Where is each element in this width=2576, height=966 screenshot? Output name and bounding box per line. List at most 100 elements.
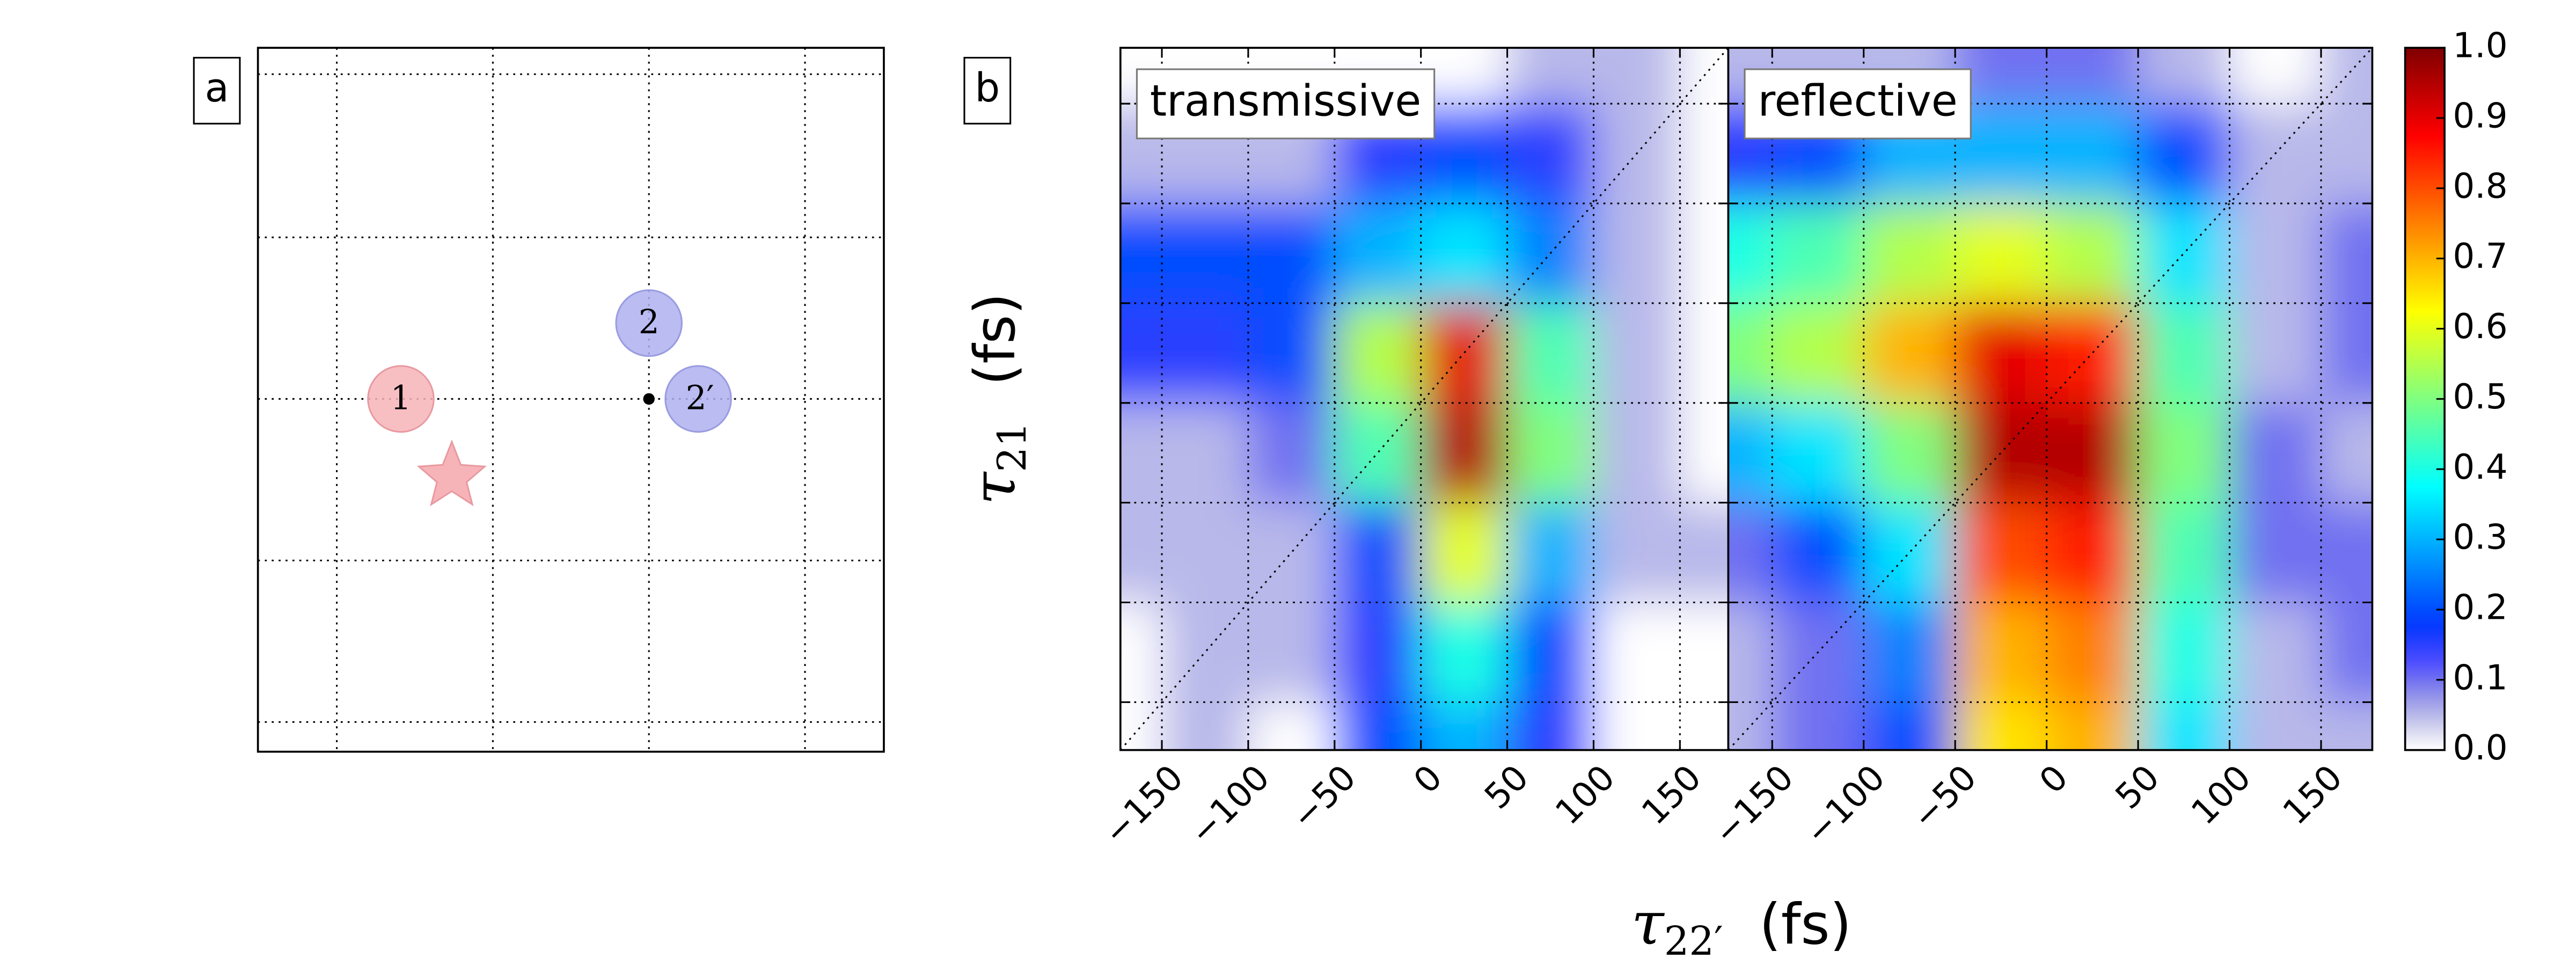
heat-cell bbox=[1728, 402, 1773, 504]
heat-cell bbox=[1593, 602, 1681, 703]
colorbar-tick-label: 1.0 bbox=[2453, 26, 2507, 66]
heat-cell bbox=[1248, 303, 1336, 404]
heat-cell bbox=[1863, 303, 1956, 404]
heat-cell bbox=[1955, 502, 2048, 604]
heat-cell bbox=[1863, 702, 1956, 750]
heat-cell bbox=[1593, 303, 1681, 404]
heat-cell bbox=[2138, 702, 2231, 750]
heat-cell bbox=[2229, 203, 2322, 304]
heat-cell bbox=[1161, 303, 1249, 404]
heat-cell bbox=[1772, 702, 1865, 750]
heat-cell bbox=[1161, 402, 1249, 504]
heat-cell bbox=[1120, 203, 1163, 304]
heat-cell bbox=[1421, 104, 1509, 204]
colorbar-tick-label: 0.4 bbox=[2453, 447, 2507, 487]
heat-cell bbox=[1728, 602, 1773, 703]
heat-cell bbox=[2321, 602, 2373, 703]
heat-cell bbox=[1248, 702, 1336, 750]
heat-cell bbox=[2321, 48, 2373, 105]
colorbar-tick-label: 0.9 bbox=[2453, 96, 2507, 136]
heat-cell bbox=[1728, 203, 1773, 304]
heat-cell bbox=[1593, 702, 1681, 750]
x-tick-label: 150 bbox=[1634, 757, 1709, 832]
heat-cell bbox=[1161, 203, 1249, 304]
heat-cell bbox=[1593, 203, 1681, 304]
heat-cell bbox=[2046, 104, 2139, 204]
heat-cell bbox=[1593, 48, 1681, 105]
x-tick-label: −150 bbox=[1706, 757, 1802, 853]
heat-cell bbox=[1680, 402, 1729, 504]
heat-cell bbox=[1680, 502, 1729, 604]
colorbar-tick-label: 0.5 bbox=[2453, 377, 2507, 417]
unit: (fs) bbox=[1759, 891, 1851, 957]
x-tick-label: −100 bbox=[1182, 757, 1277, 853]
marker-circle bbox=[664, 365, 732, 433]
heat-cell bbox=[1680, 303, 1729, 404]
subscript: 22′ bbox=[1664, 919, 1723, 964]
frame bbox=[1727, 47, 2374, 751]
heat-cell bbox=[2046, 203, 2139, 304]
heat-cell bbox=[1863, 203, 1956, 304]
heatmap-cells bbox=[1728, 48, 2373, 750]
panel-name: reflective bbox=[1758, 76, 1958, 126]
heat-cell bbox=[1507, 402, 1594, 504]
unit: (fs) bbox=[962, 293, 1028, 386]
heat-cell bbox=[1680, 203, 1729, 304]
heat-cell bbox=[1955, 303, 2048, 404]
heat-cell bbox=[1680, 48, 1729, 105]
grid bbox=[258, 48, 884, 752]
heat-cell bbox=[2321, 203, 2373, 304]
heat-cell bbox=[1161, 602, 1249, 703]
center-dot bbox=[643, 393, 655, 405]
heat-cell bbox=[1120, 702, 1163, 750]
heat-cell bbox=[2138, 402, 2231, 504]
panel-name-box bbox=[1744, 68, 1972, 140]
heat-cell bbox=[1161, 702, 1249, 750]
heat-cell bbox=[1507, 48, 1594, 105]
heat-cell bbox=[2046, 602, 2139, 703]
heat-cell bbox=[1680, 602, 1729, 703]
x-tick-label: −50 bbox=[1905, 757, 1985, 837]
heat-cell bbox=[1248, 402, 1336, 504]
colorbar-tick-label: 0.0 bbox=[2453, 728, 2507, 768]
heat-cell bbox=[1334, 203, 1422, 304]
colorbar-tick-label: 0.6 bbox=[2453, 306, 2507, 347]
heat-cell bbox=[1728, 303, 1773, 404]
heat-cell bbox=[1728, 702, 1773, 750]
panel-name-box bbox=[1136, 68, 1436, 140]
heat-cell bbox=[2046, 502, 2139, 604]
heat-cell bbox=[1421, 602, 1509, 703]
x-tick-label: −50 bbox=[1284, 757, 1364, 837]
x-tick-label: 50 bbox=[2108, 757, 2168, 817]
heat-cell bbox=[1120, 602, 1163, 703]
x-tick-label: −150 bbox=[1096, 757, 1191, 853]
heat-cell bbox=[1248, 203, 1336, 304]
marker-label: 2′ bbox=[686, 379, 714, 417]
marker-circle bbox=[367, 365, 435, 433]
y-axis-label: τ21 (fs) bbox=[960, 293, 1035, 505]
heat-cell bbox=[2138, 502, 2231, 604]
x-tick-label: 100 bbox=[1548, 757, 1623, 832]
heat-cell bbox=[2046, 48, 2139, 105]
x-axis-label: τ22′ (fs) bbox=[1631, 889, 1852, 964]
heat-cell bbox=[1728, 502, 1773, 604]
heat-cell bbox=[2229, 502, 2322, 604]
heat-cell bbox=[1334, 502, 1422, 604]
heat-cell bbox=[1421, 203, 1509, 304]
heat-cell bbox=[2321, 104, 2373, 204]
heat-cell bbox=[1772, 502, 1865, 604]
symbol: τ bbox=[1631, 889, 1665, 958]
heat-cell bbox=[1955, 702, 2048, 750]
heat-cell bbox=[1507, 502, 1594, 604]
heat-cell bbox=[2321, 702, 2373, 750]
heat-cell bbox=[1334, 602, 1422, 703]
heat-cell bbox=[1680, 104, 1729, 204]
panel-name: transmissive bbox=[1150, 76, 1421, 126]
heat-cell bbox=[2046, 402, 2139, 504]
heat-cell bbox=[1334, 303, 1422, 404]
panel-a: 1 2 2′ a bbox=[193, 47, 885, 753]
panel-label-box bbox=[193, 56, 241, 125]
colorbar-tick-label: 0.3 bbox=[2453, 517, 2507, 558]
heat-cell bbox=[1421, 402, 1509, 504]
